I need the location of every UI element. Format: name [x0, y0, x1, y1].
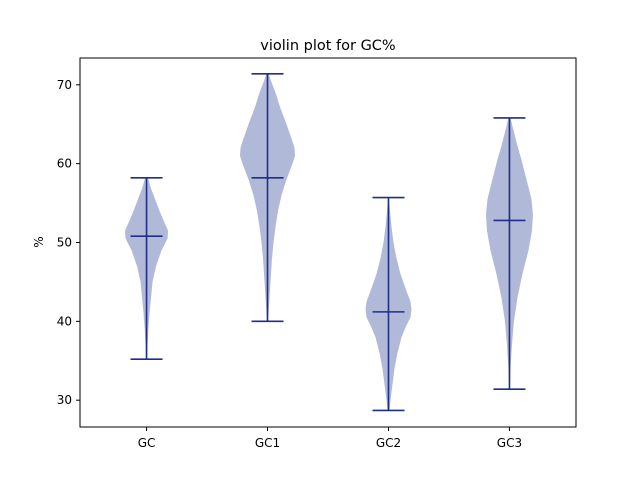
y-axis-ticks: 30 40 50 60 70: [57, 78, 80, 407]
y-tick-label: 40: [57, 314, 72, 328]
x-axis-ticks: GC GC1 GC2 GC3: [138, 427, 522, 450]
y-tick-label: 60: [57, 157, 72, 171]
x-tick-label: GC: [138, 436, 156, 450]
x-tick-label: GC1: [255, 436, 280, 450]
plot-frame: [79, 57, 577, 428]
violin-group: [125, 72, 533, 412]
chart-title: violin plot for GC%: [260, 38, 395, 54]
y-tick-label: 50: [57, 236, 72, 250]
y-tick-label: 70: [57, 78, 72, 92]
x-tick-label: GC2: [376, 436, 401, 450]
x-tick-label: GC3: [497, 436, 522, 450]
y-axis-label: %: [32, 236, 46, 247]
y-tick-label: 30: [57, 393, 72, 407]
